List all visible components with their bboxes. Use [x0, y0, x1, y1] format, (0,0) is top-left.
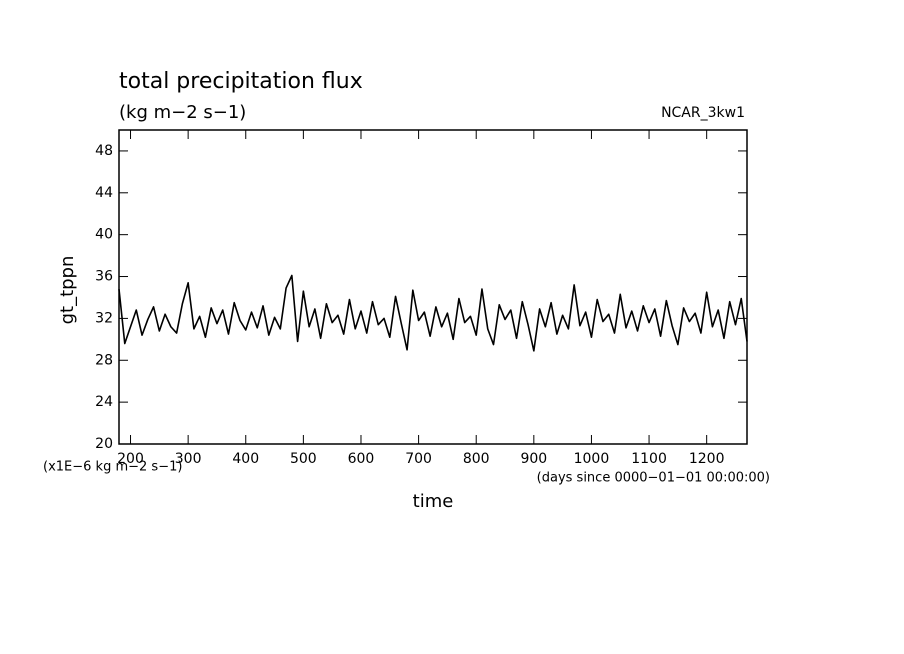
- x-axis-label: time: [413, 491, 454, 512]
- x-tick-label: 900: [520, 451, 547, 467]
- y-units: (x1E−6 kg m−2 s−1): [43, 460, 182, 475]
- y-tick-label: 40: [95, 227, 113, 243]
- y-axis-label: gt_tppn: [57, 256, 78, 325]
- x-tick-label: 1000: [574, 451, 610, 467]
- chart-title: total precipitation flux: [119, 69, 363, 94]
- plot-frame: [118, 129, 748, 445]
- x-units: (days since 0000−01−01 00:00:00): [537, 471, 770, 486]
- data-line: [118, 274, 748, 352]
- x-tick-label: 1200: [689, 451, 725, 467]
- y-tick-label: 32: [95, 310, 113, 326]
- y-tick-label: 28: [95, 352, 113, 368]
- y-tick-label: 44: [95, 185, 113, 201]
- chart-subtitle: (kg m−2 s−1): [119, 102, 246, 123]
- x-tick-label: 500: [290, 451, 317, 467]
- y-tick-label: 48: [95, 143, 113, 159]
- x-tick-label: 300: [175, 451, 202, 467]
- x-tick-label: 600: [348, 451, 375, 467]
- x-tick-label: 700: [405, 451, 432, 467]
- x-tick-label: 200: [117, 451, 144, 467]
- x-tick-label: 800: [463, 451, 490, 467]
- y-tick-label: 24: [95, 394, 113, 410]
- x-tick-label: 400: [232, 451, 259, 467]
- x-tick-label: 1100: [631, 451, 667, 467]
- y-tick-label: 36: [95, 269, 113, 285]
- y-tick-label: 20: [95, 436, 113, 452]
- run-label: NCAR_3kw1: [661, 105, 745, 121]
